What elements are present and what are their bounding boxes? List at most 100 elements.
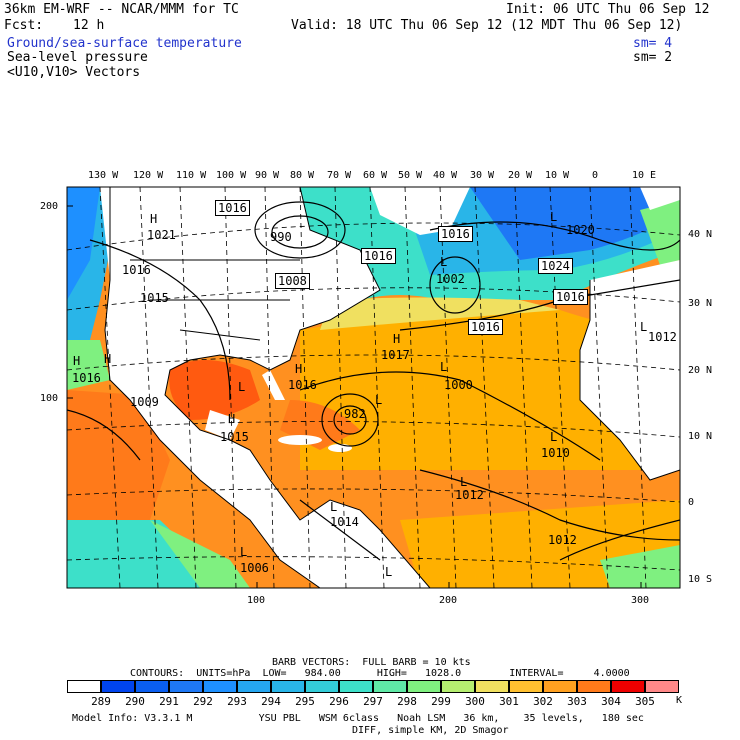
colorbar-label: 296: [329, 695, 349, 708]
pressure-label: 1012: [548, 533, 577, 547]
sst-field: [67, 187, 680, 588]
lon-label: 90 W: [255, 170, 280, 181]
lon-label: 40 W: [433, 170, 458, 181]
colorbar-swatch: [475, 680, 509, 693]
model-title: 36km EM-WRF -- NCAR/MMM for TC: [4, 2, 239, 17]
colorbar-swatch: [407, 680, 441, 693]
high-pressure-marker: H: [393, 332, 401, 346]
valid-time: Valid: 18 UTC Thu 06 Sep 12 (12 MDT Thu …: [291, 18, 683, 33]
pressure-label: 990: [270, 230, 292, 244]
pressure-label: 1016: [553, 289, 588, 305]
pressure-label: 1015: [220, 430, 249, 444]
colorbar-label: 292: [193, 695, 213, 708]
pressure-label: 1014: [330, 515, 359, 529]
model-info-physics: DIFF, simple KM, 2D Smagor: [352, 725, 509, 736]
contour-legend: CONTOURS: UNITS=hPa LOW= 984.00 HIGH= 10…: [130, 668, 630, 679]
high-pressure-marker: H: [150, 212, 158, 226]
low-pressure-marker: L: [238, 380, 246, 394]
pressure-label: 1012: [455, 488, 484, 502]
map-frame: [66, 186, 681, 589]
field-sst-label: Ground/sea-surface temperature: [7, 36, 242, 51]
colorbar-swatch: [543, 680, 577, 693]
pressure-label: 1024: [538, 258, 573, 274]
pressure-label: 1002: [436, 272, 465, 286]
high-pressure-marker: H: [295, 362, 303, 376]
low-pressure-marker: L: [330, 500, 338, 514]
lon-label: 130 W: [88, 170, 119, 181]
left-axis-200: 200: [40, 201, 59, 212]
lon-label: 0: [592, 170, 599, 181]
pressure-label: 1000: [444, 378, 473, 392]
pressure-contours: [67, 201, 680, 561]
lon-label: 10 W: [545, 170, 570, 181]
pressure-label: 1016: [288, 378, 317, 392]
lon-label: 80 W: [290, 170, 315, 181]
colorbar-label: 300: [465, 695, 485, 708]
pressure-label: 1012: [648, 330, 677, 344]
colorbar-label: 302: [533, 695, 553, 708]
low-pressure-marker: L: [550, 210, 558, 224]
lat-label: 0: [688, 497, 695, 508]
pressure-label: 1016: [72, 371, 101, 385]
pressure-label: 1017: [381, 348, 410, 362]
lat-label: 30 N: [688, 298, 713, 309]
colorbar-swatch: [67, 680, 101, 693]
lat-label: 40 N: [688, 229, 713, 240]
high-pressure-marker: H: [104, 352, 112, 366]
colorbar-label: 289: [91, 695, 111, 708]
colorbar-swatch: [271, 680, 305, 693]
pressure-label: 1016: [468, 319, 503, 335]
model-info: Model Info: V3.3.1 M YSU PBL WSM 6class …: [72, 713, 644, 724]
high-pressure-marker: H: [228, 412, 236, 426]
colorbar-label: 298: [397, 695, 417, 708]
lat-label: 10 S: [688, 574, 713, 585]
low-pressure-marker: L: [385, 565, 393, 579]
colorbar-label: 297: [363, 695, 383, 708]
pressure-label: 1010: [541, 446, 570, 460]
colorbar-swatch: [509, 680, 543, 693]
lon-label: 50 W: [398, 170, 423, 181]
colorbar-label: 290: [125, 695, 145, 708]
colorbar-swatch: [305, 680, 339, 693]
field-sst-smoothing: sm= 4: [633, 36, 673, 51]
pressure-label: 1020: [566, 223, 595, 237]
colorbar-label: 295: [295, 695, 315, 708]
pressure-label: 1016: [122, 263, 151, 277]
colorbar-swatch: [101, 680, 135, 693]
colorbar-swatch: [645, 680, 679, 693]
field-slp-label: Sea-level pressure: [7, 50, 148, 65]
colorbar-unit: K: [676, 695, 683, 706]
lat-label: 10 N: [688, 431, 713, 442]
lon-label: 30 W: [470, 170, 495, 181]
low-pressure-marker: L: [240, 545, 248, 559]
pressure-label: 1006: [240, 561, 269, 575]
colorbar-swatch: [203, 680, 237, 693]
lon-label: 120 W: [133, 170, 164, 181]
colorbar-swatch: [577, 680, 611, 693]
colorbar-label: 294: [261, 695, 281, 708]
colorbar-label: 293: [227, 695, 247, 708]
low-pressure-marker: L: [550, 430, 558, 444]
lon-label: 20 W: [508, 170, 533, 181]
field-slp-smoothing: sm= 2: [633, 50, 673, 65]
left-axis-100: 100: [40, 393, 59, 404]
pressure-label: 1009: [130, 395, 159, 409]
colorbar-swatch: [373, 680, 407, 693]
colorbar-swatch: [135, 680, 169, 693]
pressure-label: 1021: [147, 228, 176, 242]
barb-legend: BARB VECTORS: FULL BARB = 10 kts: [272, 657, 471, 668]
low-pressure-marker: L: [440, 360, 448, 374]
low-pressure-marker: L: [375, 393, 383, 407]
pressure-label: 1016: [215, 200, 250, 216]
field-vectors-label: <U10,V10> Vectors: [7, 65, 141, 80]
init-time: Init: 06 UTC Thu 06 Sep 12: [506, 2, 710, 17]
lon-label: 110 W: [176, 170, 207, 181]
colorbar-swatch: [441, 680, 475, 693]
colorbar-swatch: [339, 680, 373, 693]
colorbar-swatch: [169, 680, 203, 693]
forecast-hour: 12 h: [73, 18, 105, 33]
pressure-label: 982: [344, 407, 366, 421]
high-pressure-marker: H: [73, 354, 81, 368]
colorbar-swatch: [237, 680, 271, 693]
